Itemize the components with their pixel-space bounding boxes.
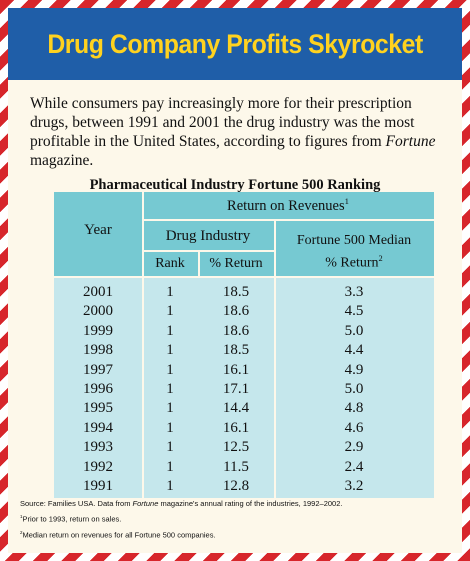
cell-year: 1995 <box>83 400 113 417</box>
cell-year: 1997 <box>83 361 113 378</box>
title-bar: Drug Company Profits Skyrocket <box>8 8 462 80</box>
cell-year: 2000 <box>83 303 113 320</box>
cell-median: 5.0 <box>344 381 364 397</box>
header-median-line1: Fortune 500 Median <box>296 233 412 248</box>
table-title: Pharmaceutical Industry Fortune 500 Rank… <box>89 177 381 193</box>
cell-rank: 1 <box>166 400 174 417</box>
table-body: 2001 1 18.5 3.3 2000 1 18.6 4.5 1999 1 18.6 5.0 1998… <box>54 278 434 498</box>
cell-pct-return: 12.8 <box>222 478 250 494</box>
cell-pct-return: 17.1 <box>222 381 250 397</box>
footnote-2-text: Median return on revenues for all Fortun… <box>22 530 216 539</box>
cell-median: 5.0 <box>344 322 364 339</box>
cell-year: 1992 <box>83 458 113 475</box>
cell-year: 1999 <box>83 322 113 339</box>
footnote-1: 1Prior to 1993, return on sales. <box>20 510 440 526</box>
source-note-rest: magazine's annual rating of the industri… <box>158 499 343 508</box>
header-ror-label: Return on Revenues <box>227 197 345 214</box>
header-divider <box>144 250 274 252</box>
cell-median: 2.9 <box>344 439 364 456</box>
table-row: 2000 1 18.6 4.5 <box>54 303 434 323</box>
footnotes: Source: Families USA. Data from Fortune … <box>20 497 440 541</box>
table-row: 1991 1 12.8 3.2 <box>54 478 434 498</box>
cell-median: 3.3 <box>344 284 364 300</box>
header-divider <box>142 192 144 276</box>
table-row: 2001 1 18.5 3.3 <box>54 284 434 304</box>
cell-pct-return: 11.5 <box>223 458 249 475</box>
table-header: Year Return on Revenues1 Drug Industry F… <box>54 192 434 276</box>
header-divider <box>144 219 434 221</box>
cell-year: 1991 <box>83 478 113 494</box>
cell-pct-return: 18.5 <box>222 284 250 300</box>
cell-pct-return: 18.6 <box>222 322 250 339</box>
intro-source-name: Fortune <box>385 133 436 150</box>
cell-year: 1994 <box>83 419 113 436</box>
cell-median: 4.8 <box>344 400 364 417</box>
cell-pct-return: 18.5 <box>222 342 250 359</box>
cell-median: 4.5 <box>344 303 364 320</box>
table-row: 1993 1 12.5 2.9 <box>54 439 434 459</box>
intro-text-start: While consumers pay increasingly more fo… <box>30 95 415 150</box>
cell-median: 4.9 <box>344 361 364 378</box>
cell-rank: 1 <box>166 458 174 475</box>
header-divider <box>274 221 276 276</box>
cell-pct-return: 12.5 <box>222 439 250 456</box>
ranking-table: Year Return on Revenues1 Drug Industry F… <box>54 192 434 498</box>
cell-year: 1993 <box>83 439 113 456</box>
cell-median: 2.4 <box>344 458 364 475</box>
header-median: Fortune 500 Median % Return2 <box>274 232 434 273</box>
footnote-2-mark: 2 <box>20 529 23 535</box>
cell-rank: 1 <box>166 303 174 320</box>
column-divider <box>274 278 276 498</box>
table-row: 1997 1 16.1 4.9 <box>54 362 434 382</box>
intro-paragraph: While consumers pay increasingly more fo… <box>8 80 462 170</box>
page-title: Drug Company Profits Skyrocket <box>47 28 423 59</box>
cell-median: 3.2 <box>344 478 364 494</box>
cell-pct-return: 16.1 <box>222 361 250 378</box>
header-drug-industry: Drug Industry <box>165 228 251 244</box>
cell-median: 4.6 <box>344 419 364 436</box>
column-divider <box>142 278 144 498</box>
table-row: 1999 1 18.6 5.0 <box>54 323 434 343</box>
footnote-ref-1: 1 <box>344 196 349 206</box>
header-divider <box>198 252 200 276</box>
source-note: Source: Families USA. Data from Fortune … <box>20 497 440 510</box>
cell-year: 1998 <box>83 342 113 359</box>
cell-rank: 1 <box>166 284 174 300</box>
header-return-on-revenues: Return on Revenues1 <box>142 196 434 215</box>
footnote-ref-2: 2 <box>378 254 383 263</box>
footnote-1-text: Prior to 1993, return on sales. <box>22 514 122 524</box>
table-row: 1996 1 17.1 5.0 <box>54 381 434 401</box>
source-note-text: Source: Families USA. Data from <box>20 499 133 508</box>
footnote-1-mark: 1 <box>20 514 23 519</box>
header-rank: Rank <box>155 256 185 271</box>
cell-rank: 1 <box>166 381 174 397</box>
cell-median: 4.4 <box>344 342 364 359</box>
source-note-magazine: Fortune <box>132 499 159 508</box>
cell-year: 2001 <box>83 284 113 300</box>
table-row: 1992 1 11.5 2.4 <box>54 459 434 479</box>
cell-rank: 1 <box>166 322 174 339</box>
cell-rank: 1 <box>166 361 174 378</box>
cell-rank: 1 <box>166 419 174 436</box>
table-row: 1998 1 18.5 4.4 <box>54 342 434 362</box>
cell-pct-return: 14.4 <box>222 400 250 417</box>
table-row: 1995 1 14.4 4.8 <box>54 400 434 420</box>
cell-rank: 1 <box>166 342 174 359</box>
cell-rank: 1 <box>166 439 174 456</box>
table-row: 1994 1 16.1 4.6 <box>54 420 434 440</box>
intro-text-end: magazine. <box>30 152 94 169</box>
cell-pct-return: 16.1 <box>222 419 250 436</box>
cell-rank: 1 <box>166 478 174 494</box>
header-pct-return: % Return <box>209 256 263 271</box>
header-median-line2: % Return <box>325 255 379 271</box>
cell-year: 1996 <box>83 381 113 397</box>
cell-pct-return: 18.6 <box>222 303 250 320</box>
footnote-2: 2Median return on revenues for all Fortu… <box>20 526 440 542</box>
header-year: Year <box>84 222 112 238</box>
